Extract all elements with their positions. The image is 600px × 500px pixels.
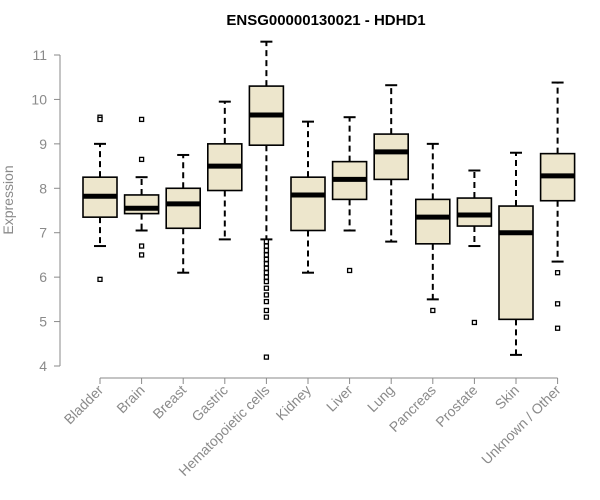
x-tick-label: Bladder <box>61 382 107 428</box>
box-body <box>456 197 493 227</box>
x-tick-label: Brain <box>113 382 147 416</box>
outlier-point <box>97 276 103 283</box>
box-kidney <box>290 120 326 274</box>
y-tick-label: 11 <box>32 47 47 63</box>
y-tick-label: 6 <box>39 269 47 285</box>
outlier-point <box>263 261 270 267</box>
outlier-point <box>138 243 145 249</box>
boxes-group <box>82 40 576 360</box>
box-liver <box>331 116 368 274</box>
outlier-point <box>346 267 353 274</box>
box-lung <box>373 84 410 243</box>
box-body <box>123 194 160 215</box>
outlier-point <box>263 238 270 245</box>
y-tick-label: 10 <box>31 91 47 107</box>
outlier-point <box>471 319 478 326</box>
y-tick-label: 9 <box>39 136 47 152</box>
box-gastric <box>207 100 243 241</box>
x-tick-label: Unknown / Other <box>478 382 564 468</box>
x-tick-label: Breast <box>149 382 189 422</box>
box-body <box>414 198 451 245</box>
y-tick-label: 4 <box>39 358 47 374</box>
outlier-point <box>263 270 270 276</box>
box-bladder <box>82 114 118 283</box>
x-tick-label: Skin <box>492 382 523 413</box>
outlier-point <box>97 116 103 123</box>
y-axis: 4 5 6 7 8 9 10 11 <box>31 47 61 374</box>
outlier-point <box>263 307 270 314</box>
box-pancreas <box>414 142 451 314</box>
outlier-point <box>554 301 561 307</box>
outlier-point <box>263 285 270 291</box>
outlier-point <box>263 298 270 305</box>
outlier-point <box>263 292 270 298</box>
outlier-point <box>263 256 270 263</box>
box-skin <box>498 151 534 356</box>
box-body <box>373 133 410 181</box>
outlier-point <box>138 116 145 123</box>
outlier-point <box>263 243 270 249</box>
outlier-point <box>263 278 270 285</box>
box-breast <box>165 153 201 274</box>
box-body <box>165 187 201 230</box>
x-tick-label: Lung <box>364 382 397 415</box>
outlier-point <box>263 265 270 271</box>
x-tick-label: Prostate <box>432 382 480 430</box>
outlier-point <box>554 270 561 276</box>
y-tick-label: 8 <box>39 180 47 196</box>
box-hematopoietic-cells <box>248 40 285 360</box>
outlier-point <box>138 252 145 258</box>
chart-title: ENSG00000130021 - HDHD1 <box>226 12 425 29</box>
outlier-point <box>430 307 436 314</box>
x-tick-label: Liver <box>323 382 356 415</box>
outlier-point <box>263 354 270 360</box>
y-axis-label: Expression <box>0 165 16 234</box>
outlier-point <box>138 156 145 163</box>
outlier-point <box>263 252 270 258</box>
x-tick-label: Kidney <box>273 382 315 424</box>
outlier-point <box>554 325 561 331</box>
box-brain <box>123 116 160 258</box>
outlier-point <box>263 274 270 280</box>
y-tick-label: 5 <box>39 314 47 330</box>
box-body <box>290 176 326 232</box>
box-unknown-other <box>539 81 576 331</box>
y-tick-label: 7 <box>39 225 47 241</box>
outlier-point <box>263 314 270 320</box>
box-body <box>498 205 534 321</box>
box-prostate <box>456 169 493 326</box>
outlier-point <box>263 247 270 254</box>
